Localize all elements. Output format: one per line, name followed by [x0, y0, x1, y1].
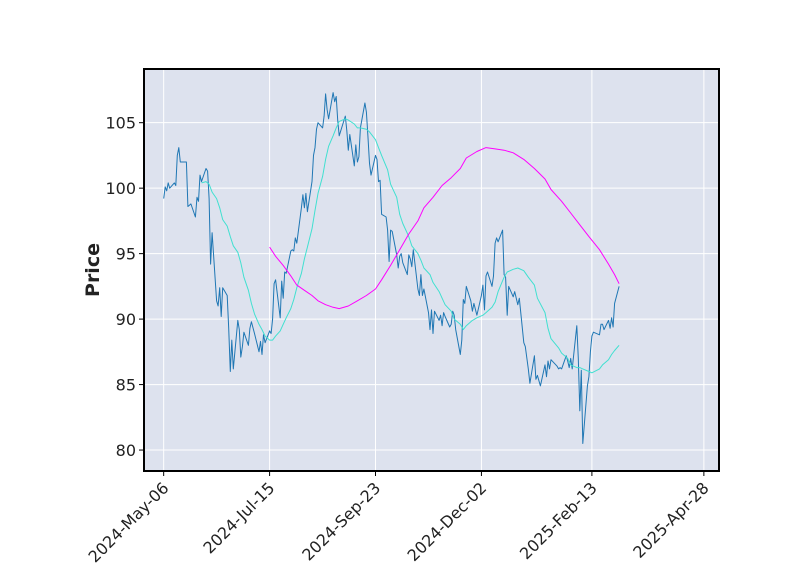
x-tick-label: 2024-Dec-02 [404, 478, 491, 565]
x-tick-label: 2024-May-06 [85, 478, 173, 566]
x-gridlines [163, 69, 705, 471]
y-tick-label: 100 [105, 179, 136, 198]
y-tick-label: 90 [116, 310, 136, 329]
y-tick-label: 105 [105, 114, 136, 133]
y-tick-label: 95 [116, 245, 136, 264]
y-tick-label: 85 [116, 376, 136, 395]
plot-background [144, 69, 719, 471]
series-line-ma_short [201, 118, 620, 374]
y-gridlines [144, 122, 719, 451]
x-tick-label: 2024-Sep-23 [298, 478, 384, 564]
series-line-price [163, 92, 620, 444]
series-line-ma_long [269, 147, 620, 310]
x-tick-label: 2025-Apr-28 [629, 478, 712, 561]
series-layer [163, 92, 620, 444]
y-axis-ticks: 80 85 90 95 100 105 [105, 114, 144, 460]
x-tick-label: 2025-Feb-13 [516, 478, 601, 563]
y-axis-title: Price [82, 243, 104, 297]
x-axis-ticks: 2024-May-06 2024-Jul-15 2024-Sep-23 2024-De… [85, 471, 713, 566]
x-tick-label: 2024-Jul-15 [199, 478, 278, 557]
y-tick-label: 80 [116, 441, 136, 460]
plot-frame [143, 68, 720, 472]
